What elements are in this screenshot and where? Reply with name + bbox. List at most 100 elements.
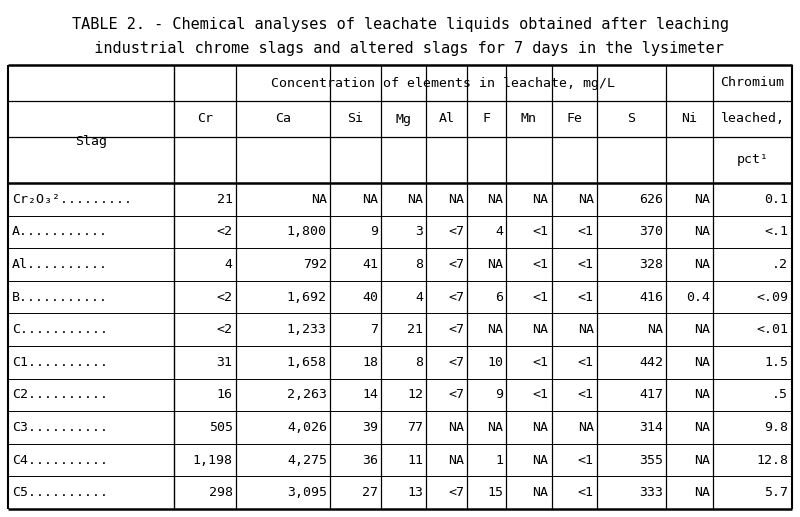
Text: 505: 505	[209, 421, 233, 434]
Text: Al: Al	[438, 113, 454, 126]
Text: <7: <7	[448, 323, 464, 336]
Text: 1,198: 1,198	[193, 453, 233, 467]
Text: <1: <1	[578, 258, 594, 271]
Text: NA: NA	[487, 258, 503, 271]
Text: NA: NA	[487, 323, 503, 336]
Text: 9.8: 9.8	[764, 421, 788, 434]
Text: 27: 27	[362, 486, 378, 499]
Text: <1: <1	[578, 388, 594, 401]
Text: A...........: A...........	[12, 225, 108, 238]
Text: 417: 417	[639, 388, 663, 401]
Text: <.09: <.09	[756, 291, 788, 303]
Text: TABLE 2. - Chemical analyses of leachate liquids obtained after leaching: TABLE 2. - Chemical analyses of leachate…	[71, 17, 729, 32]
Text: 355: 355	[639, 453, 663, 467]
Text: NA: NA	[694, 323, 710, 336]
Text: 1,233: 1,233	[287, 323, 327, 336]
Text: 9: 9	[495, 388, 503, 401]
Text: 1,692: 1,692	[287, 291, 327, 303]
Text: Mg: Mg	[396, 113, 412, 126]
Text: 5.7: 5.7	[764, 486, 788, 499]
Text: Fe: Fe	[566, 113, 582, 126]
Text: 4: 4	[495, 225, 503, 238]
Text: 31: 31	[217, 356, 233, 369]
Text: <1: <1	[578, 453, 594, 467]
Text: 0.4: 0.4	[686, 291, 710, 303]
Text: NA: NA	[533, 193, 549, 206]
Text: <1: <1	[533, 388, 549, 401]
Text: Slag: Slag	[75, 135, 107, 148]
Text: 40: 40	[362, 291, 378, 303]
Text: C5..........: C5..........	[12, 486, 108, 499]
Text: B...........: B...........	[12, 291, 108, 303]
Text: 3,095: 3,095	[287, 486, 327, 499]
Text: <7: <7	[448, 291, 464, 303]
Text: 11: 11	[407, 453, 423, 467]
Text: industrial chrome slags and altered slags for 7 days in the lysimeter: industrial chrome slags and altered slag…	[76, 41, 724, 56]
Text: <2: <2	[217, 323, 233, 336]
Text: .5: .5	[772, 388, 788, 401]
Text: 2,263: 2,263	[287, 388, 327, 401]
Text: NA: NA	[578, 323, 594, 336]
Text: 1,658: 1,658	[287, 356, 327, 369]
Text: 4: 4	[415, 291, 423, 303]
Text: 1: 1	[495, 453, 503, 467]
Text: 10: 10	[487, 356, 503, 369]
Text: <1: <1	[533, 356, 549, 369]
Text: Ca: Ca	[274, 113, 290, 126]
Text: Al..........: Al..........	[12, 258, 108, 271]
Text: C2..........: C2..........	[12, 388, 108, 401]
Text: <7: <7	[448, 225, 464, 238]
Text: 3: 3	[415, 225, 423, 238]
Text: <7: <7	[448, 486, 464, 499]
Text: <1: <1	[533, 258, 549, 271]
Text: <7: <7	[448, 258, 464, 271]
Text: 333: 333	[639, 486, 663, 499]
Text: <1: <1	[578, 486, 594, 499]
Text: NA: NA	[694, 388, 710, 401]
Text: 0.1: 0.1	[764, 193, 788, 206]
Text: NA: NA	[533, 453, 549, 467]
Text: <2: <2	[217, 225, 233, 238]
Text: 416: 416	[639, 291, 663, 303]
Text: 4,275: 4,275	[287, 453, 327, 467]
Text: .2: .2	[772, 258, 788, 271]
Text: <1: <1	[578, 356, 594, 369]
Text: 12: 12	[407, 388, 423, 401]
Text: <.01: <.01	[756, 323, 788, 336]
Text: 4,026: 4,026	[287, 421, 327, 434]
Text: 12.8: 12.8	[756, 453, 788, 467]
Text: Cr: Cr	[197, 113, 213, 126]
Text: 18: 18	[362, 356, 378, 369]
Text: 314: 314	[639, 421, 663, 434]
Text: C4..........: C4..........	[12, 453, 108, 467]
Text: C...........: C...........	[12, 323, 108, 336]
Text: pct¹: pct¹	[737, 154, 769, 166]
Text: 792: 792	[303, 258, 327, 271]
Text: NA: NA	[487, 193, 503, 206]
Text: <7: <7	[448, 356, 464, 369]
Text: 9: 9	[370, 225, 378, 238]
Text: C3..........: C3..........	[12, 421, 108, 434]
Text: 15: 15	[487, 486, 503, 499]
Text: 370: 370	[639, 225, 663, 238]
Text: NA: NA	[311, 193, 327, 206]
Text: S: S	[627, 113, 635, 126]
Text: NA: NA	[487, 421, 503, 434]
Text: 626: 626	[639, 193, 663, 206]
Text: NA: NA	[407, 193, 423, 206]
Text: <1: <1	[578, 225, 594, 238]
Text: 16: 16	[217, 388, 233, 401]
Text: NA: NA	[694, 486, 710, 499]
Text: 8: 8	[415, 356, 423, 369]
Text: F: F	[482, 113, 490, 126]
Text: 298: 298	[209, 486, 233, 499]
Text: NA: NA	[362, 193, 378, 206]
Text: Cr₂O₃².........: Cr₂O₃².........	[12, 193, 132, 206]
Text: NA: NA	[694, 193, 710, 206]
Text: C1..........: C1..........	[12, 356, 108, 369]
Text: 328: 328	[639, 258, 663, 271]
Text: NA: NA	[694, 453, 710, 467]
Text: Si: Si	[347, 113, 363, 126]
Text: NA: NA	[694, 225, 710, 238]
Text: NA: NA	[448, 421, 464, 434]
